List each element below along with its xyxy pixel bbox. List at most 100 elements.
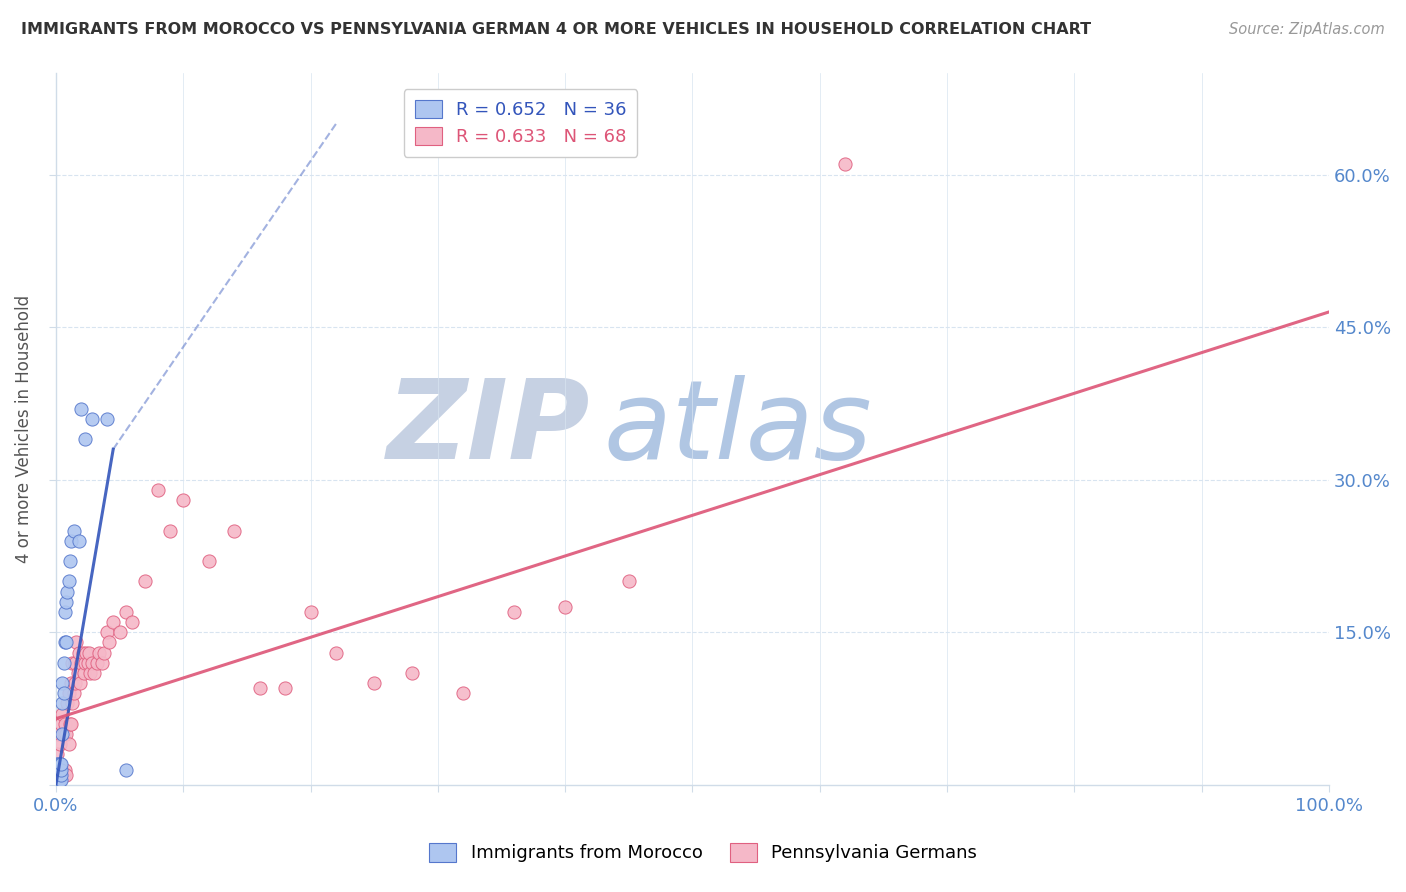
Point <box>249 681 271 695</box>
Point <box>66 665 89 680</box>
Point <box>59 554 82 568</box>
Point <box>48 757 70 772</box>
Point <box>62 697 84 711</box>
Point <box>48 757 70 772</box>
Point <box>80 411 103 425</box>
Point <box>159 524 181 538</box>
Point <box>834 157 856 171</box>
Point <box>60 716 83 731</box>
Point <box>55 595 77 609</box>
Point <box>51 763 73 777</box>
Point <box>172 493 194 508</box>
Point <box>53 716 76 731</box>
Point <box>55 635 77 649</box>
Point <box>363 676 385 690</box>
Point <box>52 686 75 700</box>
Point <box>55 767 77 781</box>
Point <box>63 676 86 690</box>
Point <box>72 646 94 660</box>
Point <box>86 656 108 670</box>
Point <box>49 767 72 781</box>
Point <box>55 727 77 741</box>
Text: IMMIGRANTS FROM MOROCCO VS PENNSYLVANIA GERMAN 4 OR MORE VEHICLES IN HOUSEHOLD C: IMMIGRANTS FROM MOROCCO VS PENNSYLVANIA … <box>21 22 1091 37</box>
Point <box>60 533 83 548</box>
Point <box>67 533 90 548</box>
Point <box>70 401 93 416</box>
Point <box>134 574 156 589</box>
Point <box>96 625 118 640</box>
Point <box>53 605 76 619</box>
Point <box>48 737 70 751</box>
Point <box>103 615 125 629</box>
Text: atlas: atlas <box>603 376 872 483</box>
Point <box>48 767 70 781</box>
Point <box>48 767 70 781</box>
Point <box>108 625 131 640</box>
Point <box>46 767 69 781</box>
Point <box>62 686 84 700</box>
Point <box>83 665 105 680</box>
Point <box>90 656 112 670</box>
Point <box>65 635 87 649</box>
Point <box>48 727 70 741</box>
Point <box>121 615 143 629</box>
Point <box>453 686 475 700</box>
Point <box>46 757 69 772</box>
Point <box>62 656 84 670</box>
Point <box>52 656 75 670</box>
Point <box>48 767 70 781</box>
Point <box>46 747 69 762</box>
Point <box>48 763 70 777</box>
Point <box>53 763 76 777</box>
Point <box>46 772 69 787</box>
Text: Source: ZipAtlas.com: Source: ZipAtlas.com <box>1229 22 1385 37</box>
Point <box>56 584 79 599</box>
Point <box>49 757 72 772</box>
Y-axis label: 4 or more Vehicles in Household: 4 or more Vehicles in Household <box>15 294 32 563</box>
Point <box>49 716 72 731</box>
Point <box>224 524 246 538</box>
Point <box>51 706 73 721</box>
Point <box>51 727 73 741</box>
Point <box>48 763 70 777</box>
Point <box>60 676 83 690</box>
Point <box>77 646 100 660</box>
Point <box>554 599 576 614</box>
Point <box>58 737 80 751</box>
Point <box>62 524 84 538</box>
Point <box>96 411 118 425</box>
Point <box>52 727 75 741</box>
Point <box>70 656 93 670</box>
Point <box>146 483 169 497</box>
Point <box>48 770 70 784</box>
Point <box>58 574 80 589</box>
Point <box>115 605 138 619</box>
Point <box>93 646 115 660</box>
Point <box>115 763 138 777</box>
Point <box>51 697 73 711</box>
Point <box>49 763 72 777</box>
Point <box>76 646 98 660</box>
Point <box>75 432 97 446</box>
Point <box>53 635 76 649</box>
Point <box>89 646 111 660</box>
Legend: R = 0.652   N = 36, R = 0.633   N = 68: R = 0.652 N = 36, R = 0.633 N = 68 <box>404 89 637 157</box>
Point <box>59 716 82 731</box>
Point <box>98 635 121 649</box>
Legend: Immigrants from Morocco, Pennsylvania Germans: Immigrants from Morocco, Pennsylvania Ge… <box>422 836 984 870</box>
Point <box>67 646 90 660</box>
Point <box>63 656 86 670</box>
Point <box>79 665 101 680</box>
Point <box>503 605 526 619</box>
Point <box>48 772 70 787</box>
Point <box>46 772 69 787</box>
Point <box>69 676 91 690</box>
Point <box>76 656 98 670</box>
Point <box>325 646 347 660</box>
Point <box>197 554 219 568</box>
Point <box>617 574 640 589</box>
Point <box>274 681 297 695</box>
Point <box>73 665 96 680</box>
Point <box>80 656 103 670</box>
Point <box>58 686 80 700</box>
